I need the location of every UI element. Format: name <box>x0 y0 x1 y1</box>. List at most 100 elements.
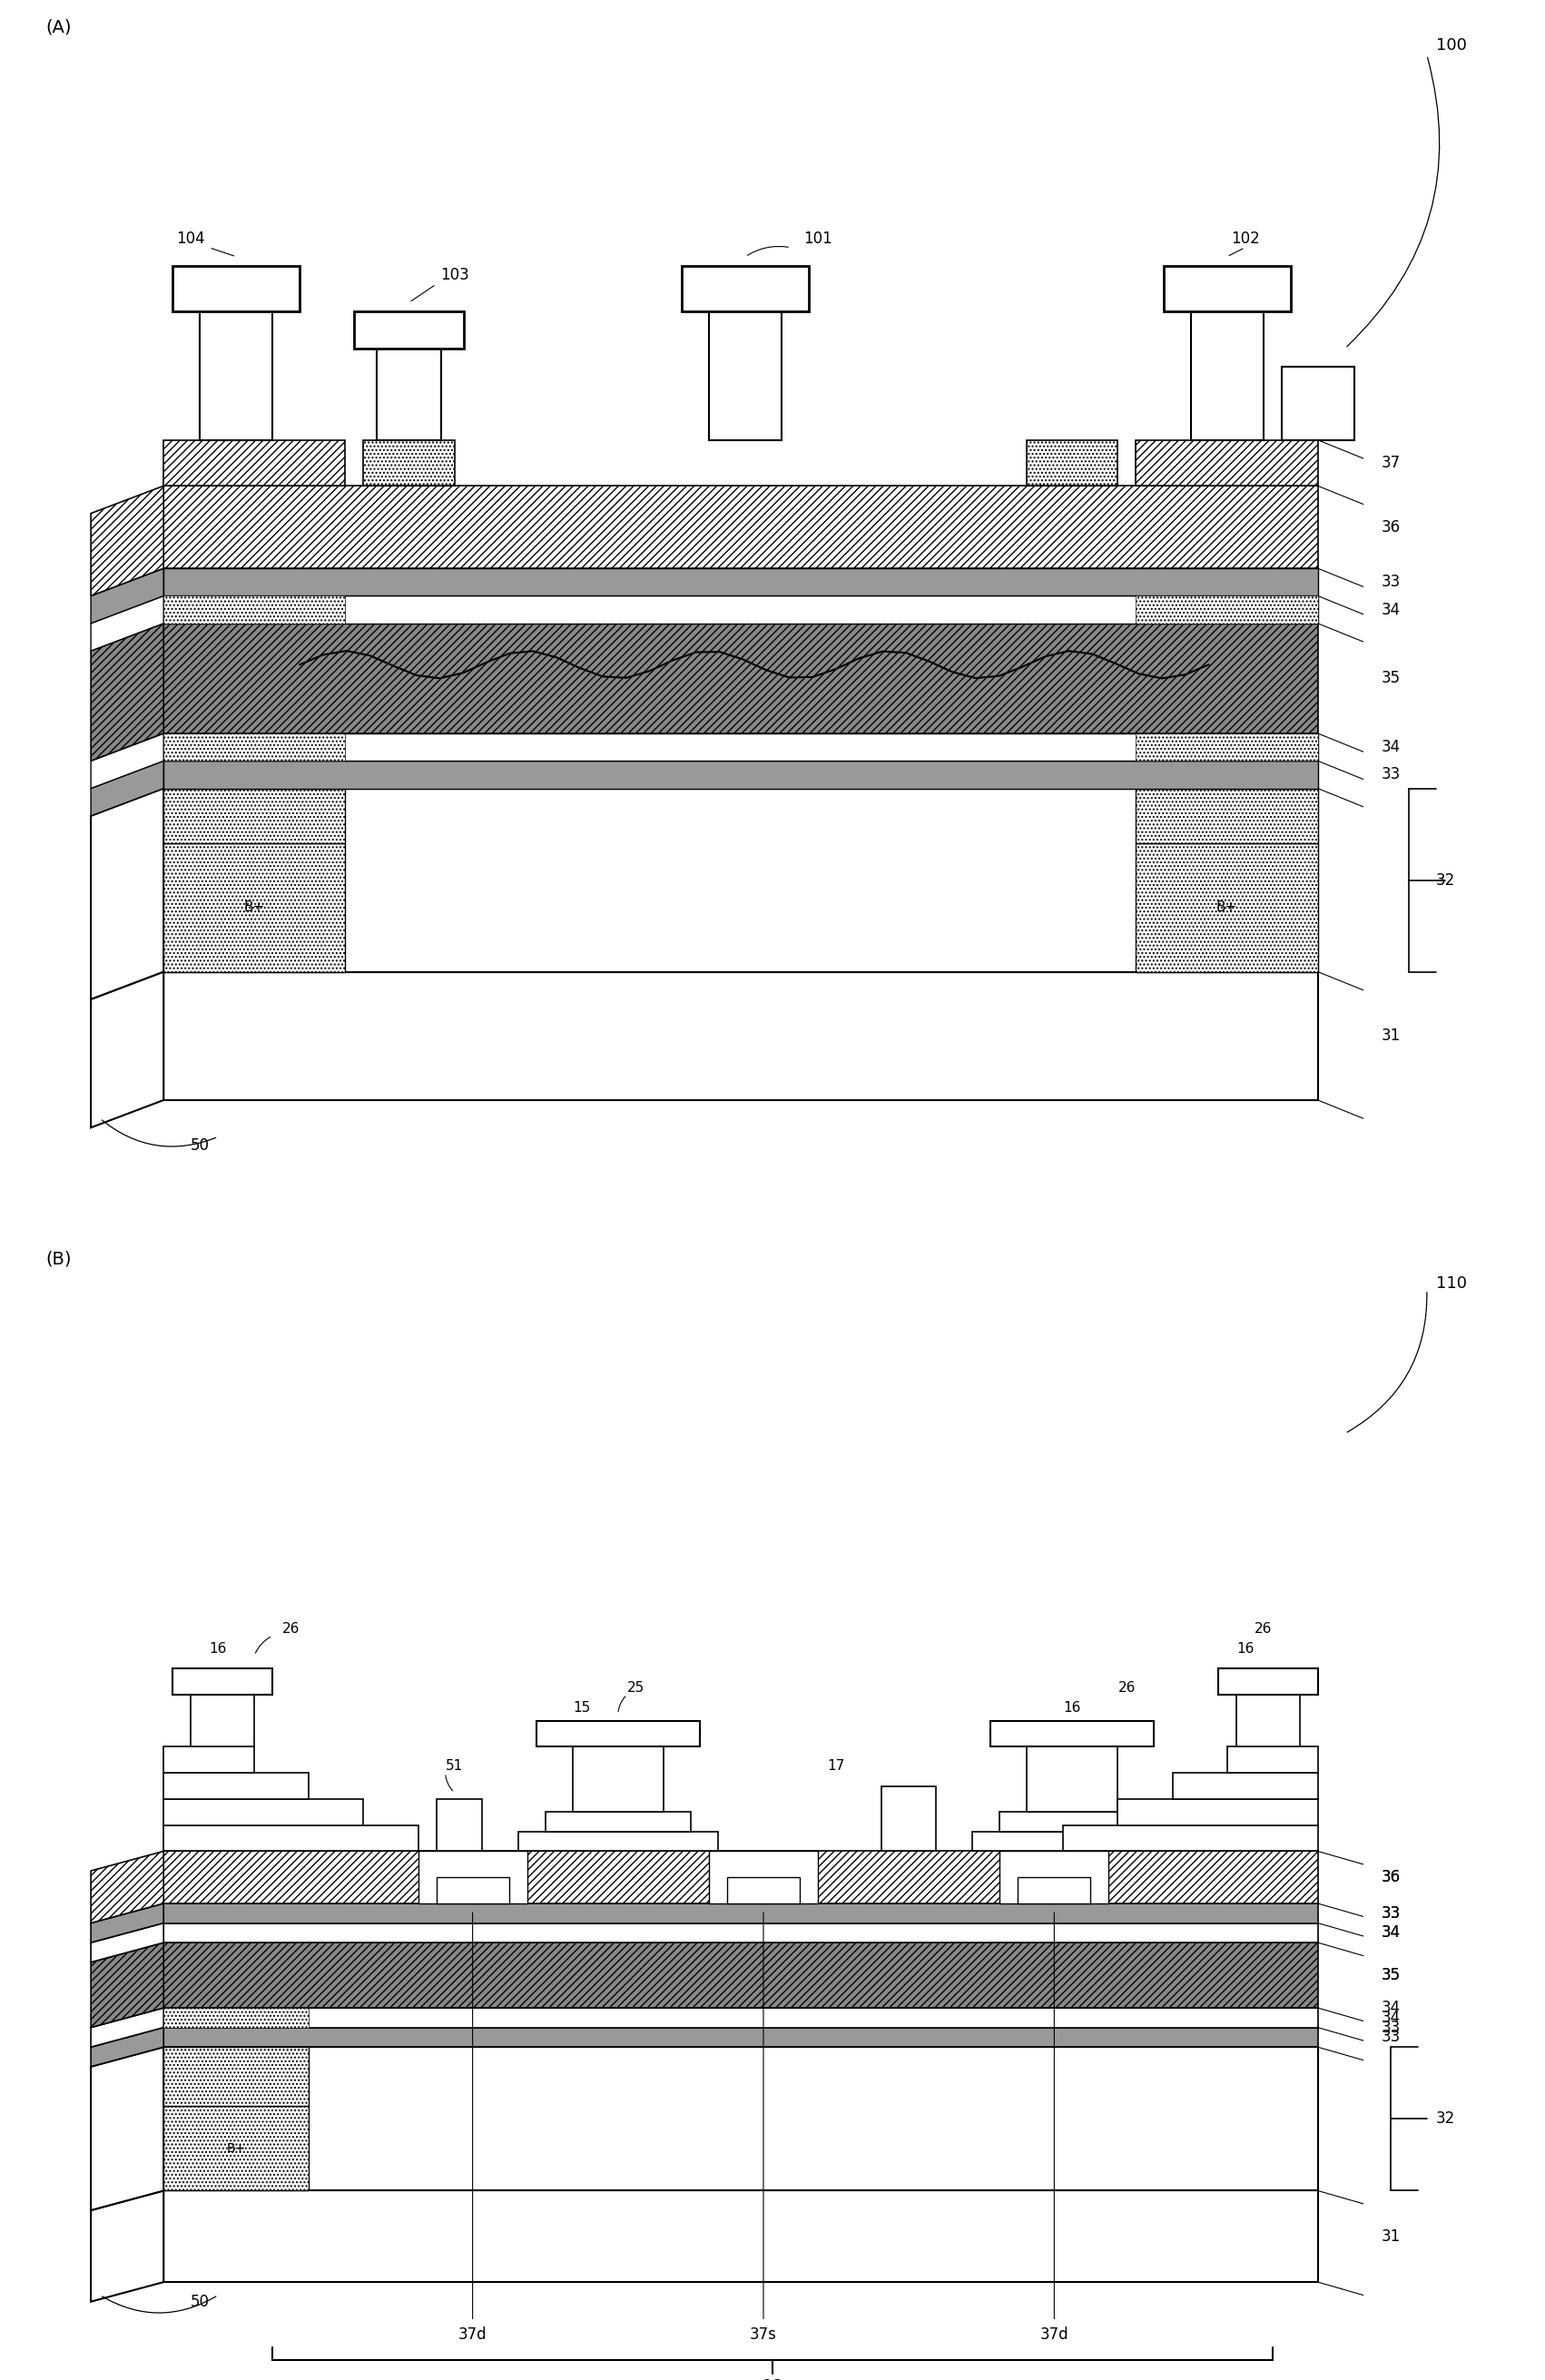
Text: 34: 34 <box>1381 602 1401 619</box>
Text: 32: 32 <box>1435 2111 1455 2128</box>
Text: 31: 31 <box>1381 1028 1401 1045</box>
Bar <box>573 1747 663 1811</box>
Polygon shape <box>91 1904 164 1942</box>
Bar <box>436 1878 508 1904</box>
Polygon shape <box>91 569 164 624</box>
Bar <box>1136 440 1318 486</box>
Bar <box>1027 440 1119 486</box>
Bar <box>518 1833 718 1852</box>
Bar <box>1173 1773 1318 1799</box>
Bar <box>164 2009 1318 2028</box>
Text: 16: 16 <box>1063 1702 1081 1714</box>
Bar <box>1018 1878 1091 1904</box>
Bar <box>164 2106 309 2190</box>
Text: 36: 36 <box>1381 1868 1401 1885</box>
Bar <box>1281 367 1353 440</box>
Text: 16: 16 <box>1236 1642 1255 1656</box>
Bar <box>164 1825 419 1852</box>
Polygon shape <box>91 2047 164 2211</box>
Text: 33: 33 <box>1381 1904 1401 1921</box>
Text: 26: 26 <box>1119 1680 1136 1695</box>
Bar <box>164 733 346 762</box>
Text: 26: 26 <box>283 1623 300 1635</box>
Bar <box>164 486 1318 569</box>
Bar <box>1000 1852 1109 1904</box>
Text: 26: 26 <box>1255 1623 1272 1635</box>
Polygon shape <box>91 762 164 816</box>
Text: 101: 101 <box>803 231 833 248</box>
Bar <box>1000 1811 1145 1833</box>
Text: 34: 34 <box>1381 1999 1401 2016</box>
Bar <box>164 1799 363 1825</box>
Bar <box>164 1773 309 1799</box>
Polygon shape <box>91 1942 164 2028</box>
Bar <box>164 595 346 624</box>
Bar <box>545 1811 691 1833</box>
Bar <box>1236 1695 1299 1747</box>
Bar <box>1063 1825 1318 1852</box>
Polygon shape <box>91 733 164 788</box>
Text: 34: 34 <box>1381 2009 1401 2025</box>
Text: 51: 51 <box>445 1759 464 1773</box>
Bar <box>199 312 272 440</box>
Text: 17: 17 <box>828 1759 845 1773</box>
Bar <box>164 1904 1318 1923</box>
Bar <box>1136 595 1318 624</box>
Text: 33: 33 <box>1381 1904 1401 1921</box>
Bar <box>1217 1668 1318 1695</box>
Text: 34: 34 <box>1381 1925 1401 1942</box>
Text: 100: 100 <box>1435 38 1466 55</box>
Polygon shape <box>91 2009 164 2047</box>
Bar <box>164 788 1318 971</box>
Bar <box>1227 1747 1318 1773</box>
Bar <box>1191 312 1264 440</box>
Text: 50: 50 <box>190 1138 210 1154</box>
Bar <box>164 595 1318 624</box>
Polygon shape <box>91 2190 164 2301</box>
Bar <box>882 1785 936 1852</box>
Polygon shape <box>91 788 164 1000</box>
Text: 33: 33 <box>1381 2030 1401 2044</box>
Bar <box>173 1668 272 1695</box>
Bar <box>164 624 1318 733</box>
Bar <box>709 1852 817 1904</box>
Text: 37s: 37s <box>749 2325 777 2342</box>
Bar <box>681 267 810 312</box>
Bar <box>164 2190 1318 2282</box>
Bar <box>164 1852 1318 1904</box>
Bar <box>192 1695 255 1747</box>
Text: B+: B+ <box>1216 900 1238 914</box>
Text: 102: 102 <box>1231 231 1259 248</box>
Polygon shape <box>91 486 164 595</box>
Polygon shape <box>91 2028 164 2066</box>
Bar <box>419 1852 527 1904</box>
Text: B+: B+ <box>244 900 266 914</box>
Text: 33: 33 <box>1381 574 1401 590</box>
Bar <box>1136 788 1318 843</box>
Bar <box>164 733 1318 762</box>
Bar <box>1027 1747 1119 1811</box>
Bar <box>164 1747 255 1773</box>
Bar <box>164 843 346 971</box>
Text: 15: 15 <box>573 1702 590 1714</box>
Text: (A): (A) <box>45 19 71 36</box>
Bar <box>436 1799 482 1852</box>
Bar <box>377 347 440 440</box>
Text: B+: B+ <box>227 2142 246 2154</box>
Text: 31: 31 <box>1381 2228 1401 2244</box>
Bar <box>363 440 454 486</box>
Bar <box>164 788 346 843</box>
Bar <box>1136 733 1318 762</box>
Bar <box>1136 843 1318 971</box>
Bar <box>164 762 1318 788</box>
Bar <box>164 1923 1318 1942</box>
Bar <box>972 1833 1173 1852</box>
Text: 16: 16 <box>209 1642 227 1656</box>
Polygon shape <box>91 595 164 650</box>
Polygon shape <box>91 624 164 762</box>
Text: 34: 34 <box>1381 738 1401 754</box>
Text: 35: 35 <box>1381 1968 1401 1983</box>
Bar <box>709 312 782 440</box>
Bar <box>536 1721 700 1747</box>
Text: 35: 35 <box>1381 671 1401 685</box>
